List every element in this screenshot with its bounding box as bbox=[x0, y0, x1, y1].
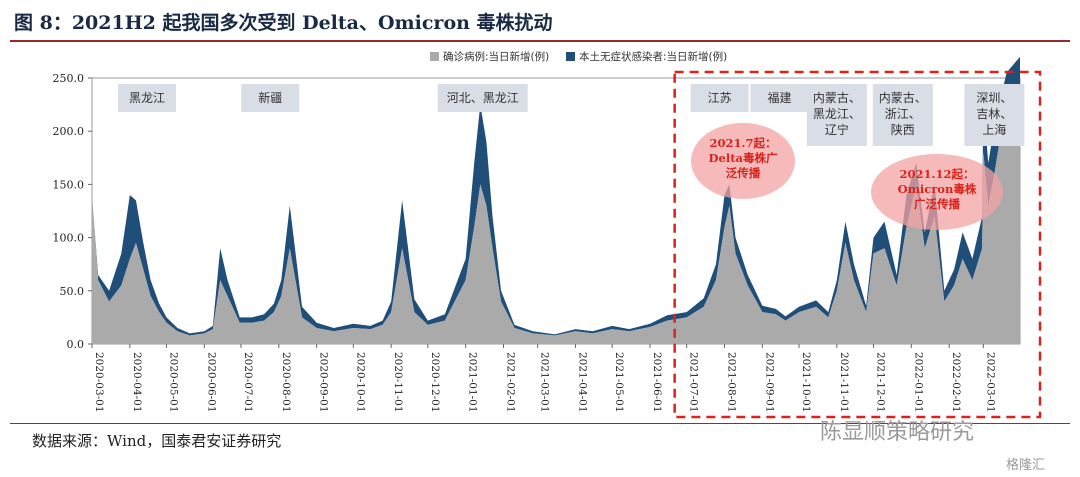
region-label-box bbox=[750, 84, 809, 112]
y-tick-label: 0.0 bbox=[67, 338, 85, 351]
highlight-note: 2021.7起： Delta毒株广泛传播 bbox=[709, 136, 778, 180]
x-tick-label: 2021-06-01 bbox=[651, 352, 663, 413]
region-label-box bbox=[964, 84, 1025, 146]
x-tick-label: 2021-02-01 bbox=[504, 352, 516, 413]
title-divider bbox=[10, 40, 1070, 42]
x-tick-label: 2020-05-01 bbox=[167, 352, 179, 413]
region-label-box bbox=[437, 84, 528, 112]
legend-swatch-confirmed bbox=[430, 52, 439, 61]
region-label: 黑龙江 bbox=[129, 91, 165, 105]
x-tick-label: 2021-04-01 bbox=[577, 352, 589, 413]
stacked-area-chart: 确诊病例:当日新增(例) 本土无症状感染者:当日新增(例) 0.0 50.0 100.… bbox=[53, 50, 1042, 419]
highlight-annotations: 2021.7起： Delta毒株广泛传播 2021.12起： Omicron毒株广泛传… bbox=[673, 70, 1042, 419]
x-tick-label: 2021-05-01 bbox=[613, 352, 625, 413]
x-tick-label: 2022-03-01 bbox=[984, 352, 996, 413]
legend-label-asymptomatic: 本土无症状感染者:当日新增(例) bbox=[579, 50, 727, 63]
x-tick-label: 2021-09-01 bbox=[763, 352, 775, 413]
region-label: 内蒙古、浙江、陕西 bbox=[879, 90, 927, 137]
x-tick-label: 2021-10-01 bbox=[800, 352, 812, 413]
region-label-box bbox=[241, 84, 300, 112]
x-tick-label: 2021-12-01 bbox=[874, 352, 886, 413]
y-tick-label: 200.0 bbox=[53, 125, 85, 138]
highlight-dashed-box bbox=[673, 70, 1042, 419]
x-tick-label: 2020-11-01 bbox=[392, 352, 404, 413]
area-series bbox=[92, 56, 1020, 344]
y-tick-label: 250.0 bbox=[53, 72, 85, 85]
region-label-box bbox=[872, 84, 933, 146]
legend: 确诊病例:当日新增(例) 本土无症状感染者:当日新增(例) bbox=[430, 50, 727, 63]
region-label-box bbox=[117, 84, 176, 112]
x-tick-label: 2020-12-01 bbox=[429, 352, 441, 413]
x-tick-label: 2020-06-01 bbox=[205, 352, 217, 413]
legend-label-confirmed: 确诊病例:当日新增(例) bbox=[443, 50, 549, 63]
x-tick-label: 2022-02-01 bbox=[950, 352, 962, 413]
watermark-small: 格隆汇 bbox=[1006, 458, 1046, 473]
x-tick-label: 2020-07-01 bbox=[242, 352, 254, 413]
x-tick-label: 2021-08-01 bbox=[726, 352, 738, 413]
region-label-box bbox=[806, 84, 867, 146]
x-tick-label: 2020-04-01 bbox=[131, 352, 143, 413]
region-label: 内蒙古、黑龙江、辽宁 bbox=[813, 90, 861, 137]
x-tick-label: 2021-03-01 bbox=[539, 352, 551, 413]
x-tick-label: 2020-09-01 bbox=[318, 352, 330, 413]
region-label: 深圳、吉林、上海 bbox=[976, 91, 1012, 137]
legend-swatch-asymptomatic bbox=[566, 52, 575, 61]
region-label: 福建 bbox=[767, 90, 791, 105]
x-tick-label: 2020-03-01 bbox=[93, 352, 105, 413]
figure-title: 图 8：2021H2 起我国多次受到 Delta、Omicron 毒株扰动 bbox=[14, 12, 553, 34]
axes: 0.0 50.0 100.0 150.0 200.0 250.0 2020-03-01 202… bbox=[53, 72, 1021, 413]
x-tick-label: 2020-10-01 bbox=[354, 352, 366, 413]
y-tick-label: 100.0 bbox=[53, 232, 85, 245]
x-tick-label: 2021-01-01 bbox=[467, 352, 479, 413]
highlight-ellipse bbox=[691, 123, 795, 199]
y-tick-label: 50.0 bbox=[60, 285, 85, 298]
region-label: 新疆 bbox=[258, 90, 282, 105]
region-label: 江苏 bbox=[708, 91, 732, 105]
footer-divider bbox=[10, 423, 1070, 424]
y-tick-label: 150.0 bbox=[53, 178, 85, 191]
highlight-note: 2021.12起： Omicron毒株广泛传播 bbox=[898, 167, 977, 211]
source-note: 数据来源：Wind，国泰君安证券研究 bbox=[32, 432, 282, 450]
region-label-box bbox=[690, 84, 749, 112]
watermark: 陈显顺策略研究 bbox=[820, 420, 975, 445]
x-tick-label: 2022-01-01 bbox=[912, 352, 924, 413]
x-tick-label: 2021-11-01 bbox=[838, 352, 850, 413]
x-tick-label: 2020-08-01 bbox=[280, 352, 292, 413]
series-confirmed-area bbox=[92, 88, 1020, 344]
x-tick-label: 2021-07-01 bbox=[688, 352, 700, 413]
highlight-ellipse bbox=[871, 154, 1003, 230]
region-label: 河北、黑龙江 bbox=[447, 91, 519, 105]
